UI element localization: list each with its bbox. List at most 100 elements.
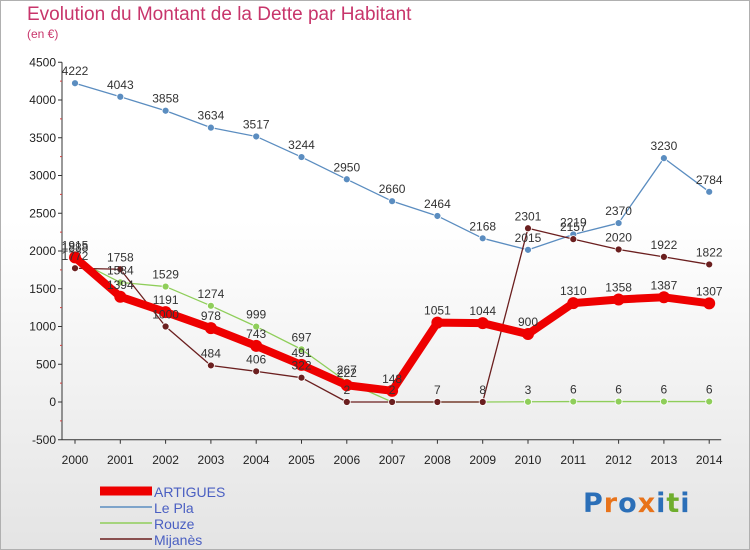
data-label: 1922 [651,238,678,252]
data-label: 1888 [62,240,89,254]
data-label: 1529 [152,268,179,282]
y-tick-label: 2000 [29,244,56,258]
data-point [567,297,580,310]
data-point [705,260,714,269]
chart-subtitle: (en €) [27,27,59,41]
data-label: 1274 [198,287,225,301]
x-tick-label: 2005 [288,453,315,467]
data-label: 1051 [424,304,451,318]
chart-title: Evolution du Montant de la Dette par Hab… [27,4,412,25]
x-tick-label: 2009 [469,453,496,467]
legend-label: Rouze [154,516,195,532]
data-point [71,264,79,273]
data-label: 8 [479,383,486,397]
data-point [524,245,532,254]
x-tick-label: 2012 [605,453,632,467]
data-point [116,278,125,287]
data-point [388,197,397,206]
data-label: 7 [434,383,441,397]
data-point [433,212,442,220]
x-tick-label: 2000 [62,453,89,467]
y-tick-label: 4000 [29,93,56,107]
legend-label: Le Pla [154,500,194,516]
legend-label: ARTIGUES [154,484,225,500]
data-label: 697 [291,330,311,344]
data-point [71,79,79,88]
y-tick-label: -500 [32,433,56,447]
data-point [614,219,623,227]
data-label: 999 [246,308,266,322]
data-label: 2015 [515,231,542,245]
data-point [161,322,170,331]
logo-letter: x [637,488,657,519]
data-point [614,245,623,254]
data-point [114,290,127,303]
data-point [297,373,306,382]
data-point [250,339,263,352]
y-tick-label: 1500 [29,282,56,296]
x-tick-label: 2013 [651,453,678,467]
data-label: 148 [382,372,402,386]
data-label: 322 [291,359,311,373]
data-point [340,379,353,392]
data-label: 1822 [696,245,723,259]
legend-label: Mijanès [154,532,202,548]
data-point [161,106,170,115]
data-label: 1191 [153,293,179,307]
data-label: 1584 [107,263,134,277]
data-label: 491 [291,346,311,360]
y-tick-label: 3000 [29,169,56,183]
logo-letter: o [618,488,638,519]
data-point [524,397,532,406]
y-tick-label: 2500 [29,206,56,220]
data-label: 4043 [107,78,134,92]
data-label: 406 [246,352,266,366]
x-tick-label: 2002 [152,453,179,467]
y-tick-label: 3500 [29,131,56,145]
data-point [703,297,716,310]
data-point [433,398,442,406]
data-point [705,397,714,406]
data-label: 2219 [560,215,587,229]
logo-letter: i [656,488,667,519]
data-point [705,187,714,196]
data-point [252,322,261,331]
data-label: 6 [615,383,622,397]
data-label: 3634 [198,109,225,123]
data-point [206,123,215,132]
data-point [295,358,308,371]
data-point [161,282,170,291]
data-label: 2301 [515,209,542,223]
data-point [478,398,487,406]
data-point [569,397,578,406]
y-tick-label: 500 [36,357,56,371]
data-label: 2784 [696,173,723,187]
data-label: 978 [201,309,221,323]
data-label: 6 [570,383,577,397]
data-label: 1000 [152,308,179,322]
data-label: 2660 [379,182,406,196]
data-label: 267 [337,363,357,377]
data-point [252,132,261,141]
logo-letter: r [603,488,619,519]
data-label: 1387 [651,278,678,292]
data-label: 3244 [288,138,315,152]
x-tick-label: 2001 [107,453,134,467]
x-tick-label: 2008 [424,453,451,467]
data-point [342,175,351,184]
data-label: 1358 [605,280,632,294]
data-label: 3230 [651,139,678,153]
data-label: 900 [518,315,538,329]
y-tick-label: 4500 [29,55,56,69]
data-point [657,291,670,304]
x-tick-label: 2003 [198,453,225,467]
data-label: 2168 [469,219,496,233]
proxiti-logo: Proxiti [583,488,691,519]
data-point [476,317,489,330]
data-label: 3 [525,383,532,397]
data-label: 2 [343,383,350,397]
series-line-le pla [74,82,710,251]
data-label: 2464 [424,197,451,211]
x-tick-label: 2014 [696,453,723,467]
